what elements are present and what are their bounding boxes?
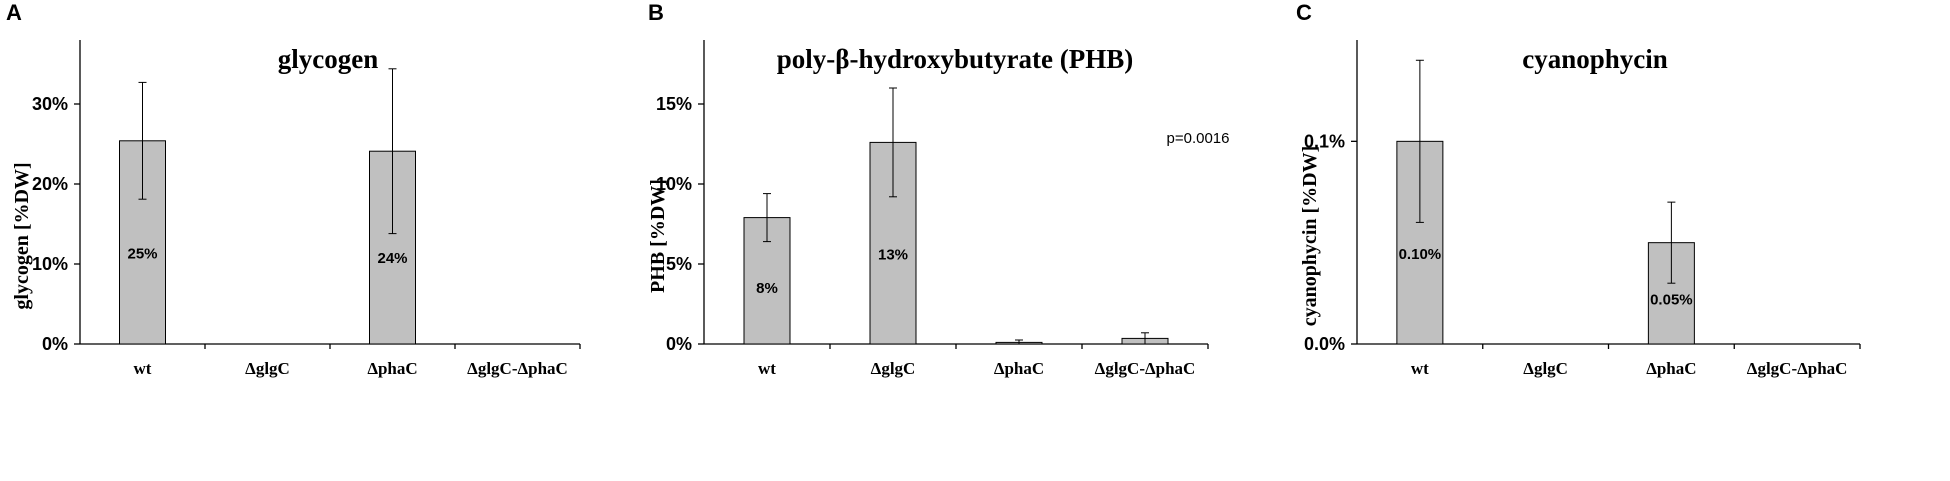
chart-title: glycogen: [278, 44, 379, 74]
category-label: ΔglgC-ΔphaC: [467, 359, 568, 378]
category-label: ΔphaC: [994, 359, 1044, 378]
p-value-annotation: p=0.0016: [1167, 130, 1230, 147]
plot-area: 0% 5% 10% 15% 8% wt 13% ΔglgC ΔphaC ΔglgC-ΔphaC: [656, 40, 1209, 378]
category-label: ΔglgC: [871, 359, 916, 378]
category-label: ΔphaC: [367, 359, 417, 378]
data-label: 25%: [127, 246, 157, 263]
y-tick-label: 0%: [666, 334, 692, 354]
data-label: 0.05%: [1650, 291, 1693, 308]
category-label: ΔglgC: [245, 359, 290, 378]
y-tick-label: 0%: [42, 334, 68, 354]
y-tick-label: 0.0%: [1304, 334, 1345, 354]
category-label: wt: [758, 359, 776, 378]
y-tick-label: 20%: [32, 174, 68, 194]
plot-area: 0% 10% 20% 30% 25% wt ΔglgC 24% ΔphaC ΔglgC-ΔphaC: [32, 40, 581, 378]
chart-title: cyanophycin: [1522, 44, 1668, 74]
y-axis-label: glycogen [%DW]: [11, 162, 33, 309]
y-tick-label: 0.1%: [1304, 131, 1345, 151]
panel-glycogen: A glycogen glycogen [%DW] 0% 10% 20% 30% 25%…: [6, 0, 581, 378]
y-tick-label: 15%: [656, 94, 692, 114]
category-label: ΔglgC-ΔphaC: [1095, 359, 1196, 378]
category-label: ΔglgC-ΔphaC: [1747, 359, 1848, 378]
data-label: 13%: [878, 246, 908, 263]
y-tick-label: 10%: [656, 174, 692, 194]
category-label: ΔglgC: [1523, 359, 1568, 378]
category-label: wt: [1411, 359, 1429, 378]
panel-phb: B poly-β-hydroxybutyrate (PHB) PHB [%DW]…: [647, 0, 1229, 378]
y-axis-label: PHB [%DW]: [647, 179, 669, 293]
category-label: wt: [134, 359, 152, 378]
plot-area: 0.0% 0.1% 0.10% wt ΔglgC 0.05% ΔphaC ΔglgC-Δpha…: [1304, 40, 1861, 378]
y-tick-label: 30%: [32, 94, 68, 114]
panel-letter-c: C: [1296, 0, 1312, 25]
chart-title: poly-β-hydroxybutyrate (PHB): [777, 44, 1133, 74]
y-tick-label: 10%: [32, 254, 68, 274]
panel-letter-a: A: [6, 0, 22, 25]
data-label: 8%: [756, 280, 778, 297]
category-label: ΔphaC: [1646, 359, 1696, 378]
panel-cyanophycin: C cyanophycin cyanophycin [%DW] 0.0% 0.1%…: [1296, 0, 1861, 378]
y-tick-label: 5%: [666, 254, 692, 274]
y-axis-label: cyanophycin [%DW]: [1299, 146, 1321, 327]
panel-letter-b: B: [648, 0, 664, 25]
data-label: 0.10%: [1399, 246, 1442, 263]
data-label: 24%: [377, 250, 407, 267]
